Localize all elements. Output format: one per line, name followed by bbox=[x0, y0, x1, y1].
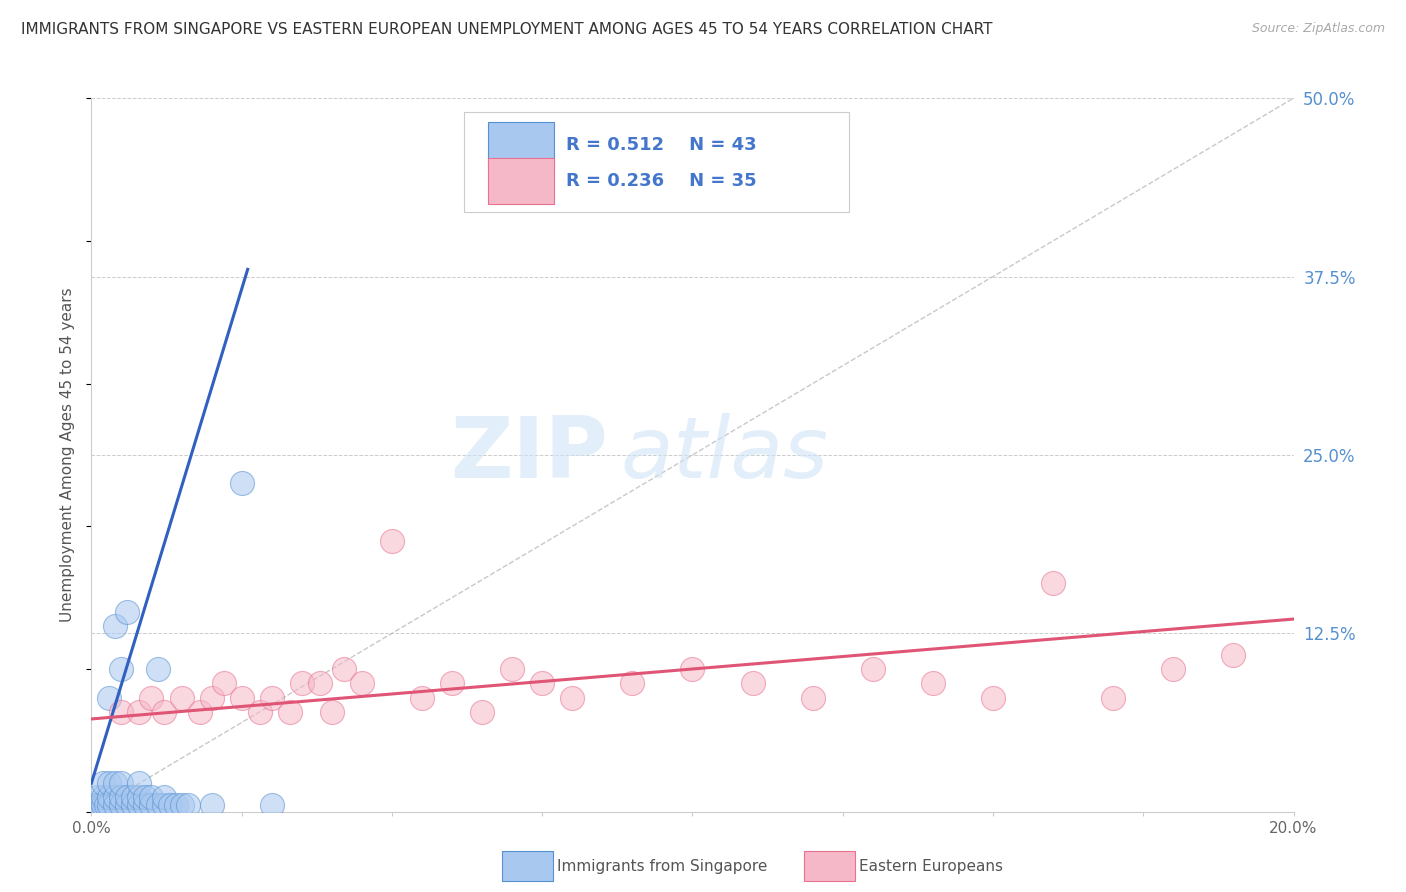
Point bbox=[531, 676, 554, 690]
Point bbox=[83, 797, 105, 812]
Point bbox=[146, 662, 169, 676]
Point bbox=[98, 790, 121, 805]
Point bbox=[128, 790, 150, 805]
Point bbox=[440, 676, 463, 690]
Text: Eastern Europeans: Eastern Europeans bbox=[859, 859, 1002, 873]
Point bbox=[141, 790, 163, 805]
Point bbox=[561, 690, 583, 705]
Point bbox=[104, 797, 127, 812]
Point bbox=[308, 676, 330, 690]
Point bbox=[93, 797, 115, 812]
Text: R = 0.236    N = 35: R = 0.236 N = 35 bbox=[567, 172, 756, 190]
Point bbox=[93, 790, 115, 805]
Point bbox=[128, 797, 150, 812]
FancyBboxPatch shape bbox=[488, 158, 554, 204]
Text: IMMIGRANTS FROM SINGAPORE VS EASTERN EUROPEAN UNEMPLOYMENT AMONG AGES 45 TO 54 Y: IMMIGRANTS FROM SINGAPORE VS EASTERN EUR… bbox=[21, 22, 993, 37]
Text: R = 0.512    N = 43: R = 0.512 N = 43 bbox=[567, 136, 756, 154]
Point bbox=[260, 797, 283, 812]
Point bbox=[741, 676, 763, 690]
Text: Immigrants from Singapore: Immigrants from Singapore bbox=[557, 859, 768, 873]
Point bbox=[291, 676, 314, 690]
Point bbox=[333, 662, 356, 676]
Point bbox=[1161, 662, 1184, 676]
Point bbox=[159, 797, 181, 812]
Point bbox=[128, 705, 150, 719]
Point bbox=[188, 705, 211, 719]
Point bbox=[128, 776, 150, 790]
Point bbox=[278, 705, 301, 719]
Point bbox=[170, 797, 193, 812]
Point bbox=[98, 797, 121, 812]
Point bbox=[89, 797, 111, 812]
Point bbox=[501, 662, 523, 676]
Point bbox=[122, 797, 145, 812]
Point bbox=[98, 690, 121, 705]
Point bbox=[110, 776, 132, 790]
Point bbox=[86, 790, 108, 805]
Point bbox=[260, 690, 283, 705]
Point bbox=[98, 776, 121, 790]
Point bbox=[104, 790, 127, 805]
Point bbox=[117, 605, 139, 619]
Point bbox=[117, 797, 139, 812]
Y-axis label: Unemployment Among Ages 45 to 54 years: Unemployment Among Ages 45 to 54 years bbox=[60, 287, 76, 623]
Point bbox=[165, 797, 187, 812]
FancyBboxPatch shape bbox=[488, 122, 554, 169]
Point bbox=[117, 790, 139, 805]
Point bbox=[981, 690, 1004, 705]
Text: atlas: atlas bbox=[620, 413, 828, 497]
Point bbox=[110, 705, 132, 719]
Point bbox=[152, 790, 174, 805]
Point bbox=[681, 662, 703, 676]
Point bbox=[170, 690, 193, 705]
Point bbox=[176, 797, 198, 812]
Point bbox=[110, 797, 132, 812]
Point bbox=[152, 705, 174, 719]
Point bbox=[201, 797, 224, 812]
Point bbox=[152, 797, 174, 812]
Point bbox=[212, 676, 235, 690]
Point bbox=[141, 797, 163, 812]
Point bbox=[93, 776, 115, 790]
Point bbox=[231, 690, 253, 705]
Point bbox=[321, 705, 343, 719]
Point bbox=[86, 797, 108, 812]
Point bbox=[922, 676, 945, 690]
Point bbox=[104, 619, 127, 633]
Point bbox=[621, 676, 644, 690]
Point bbox=[411, 690, 433, 705]
Point bbox=[110, 790, 132, 805]
Point bbox=[110, 662, 132, 676]
Point bbox=[96, 797, 118, 812]
Point bbox=[134, 797, 156, 812]
Text: ZIP: ZIP bbox=[450, 413, 609, 497]
FancyBboxPatch shape bbox=[464, 112, 849, 212]
Point bbox=[104, 776, 127, 790]
Point bbox=[862, 662, 884, 676]
Point bbox=[146, 797, 169, 812]
Point bbox=[1102, 690, 1125, 705]
Point bbox=[801, 690, 824, 705]
Point bbox=[1042, 576, 1064, 591]
Point bbox=[201, 690, 224, 705]
Text: Source: ZipAtlas.com: Source: ZipAtlas.com bbox=[1251, 22, 1385, 36]
Point bbox=[350, 676, 373, 690]
Point bbox=[249, 705, 271, 719]
Point bbox=[134, 790, 156, 805]
Point bbox=[231, 476, 253, 491]
Point bbox=[122, 790, 145, 805]
Point bbox=[471, 705, 494, 719]
Point bbox=[381, 533, 404, 548]
Point bbox=[141, 690, 163, 705]
Point bbox=[1222, 648, 1244, 662]
